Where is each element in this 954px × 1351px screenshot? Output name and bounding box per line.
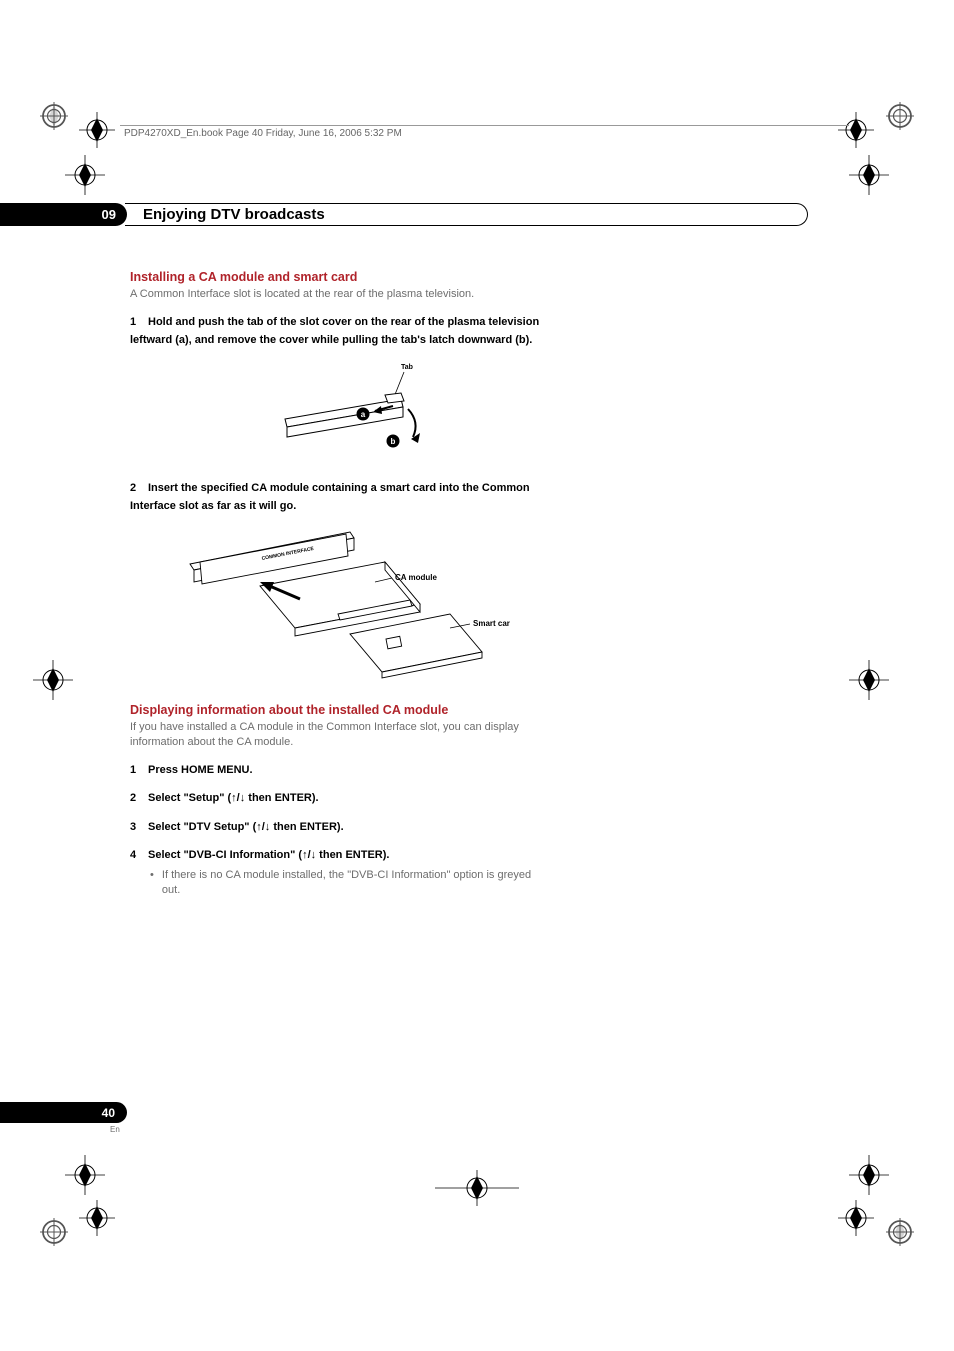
crosshair-icon — [60, 1150, 110, 1200]
registration-mark-icon — [886, 102, 914, 130]
figure-ca-module: COMMON INTERFACE CA module Smart card — [130, 524, 550, 689]
step-text-b: then ENTER). — [245, 792, 318, 804]
step-1: 1Hold and push the tab of the slot cover… — [130, 312, 550, 349]
step-number: 4 — [130, 848, 148, 863]
bullet-icon: • — [150, 868, 162, 898]
chapter-title: Enjoying DTV broadcasts — [143, 206, 325, 223]
step-text-a: Select "DTV Setup" ( — [148, 821, 256, 833]
fig-ca-label: CA module — [395, 573, 437, 582]
step-text-b: then ENTER). — [270, 821, 343, 833]
content-column: Installing a CA module and smart card A … — [130, 270, 550, 897]
section-heading: Displaying information about the install… — [130, 703, 550, 717]
step-s2: 2Select "Setup" (↑/↓ then ENTER). — [130, 788, 550, 806]
step-s1: 1Press HOME MENU. — [130, 760, 550, 778]
section-intro: A Common Interface slot is located at th… — [130, 287, 550, 302]
registration-mark-icon — [40, 102, 68, 130]
page-number-tab: 40 — [0, 1102, 127, 1123]
step-number: 2 — [130, 791, 148, 806]
crosshair-icon — [844, 150, 894, 200]
step-2: 2Insert the specified CA module containi… — [130, 478, 550, 515]
fig-tab-label: Tab — [401, 364, 413, 371]
step-text: Press HOME MENU. — [148, 764, 253, 776]
figure-slot-cover: Tab a b — [130, 359, 550, 464]
crosshair-icon — [844, 655, 894, 705]
step-text: Insert the specified CA module containin… — [130, 482, 530, 512]
chapter-bar: 09 Enjoying DTV broadcasts — [0, 203, 808, 226]
crosshair-icon — [844, 1150, 894, 1200]
header-filename: PDP4270XD_En.book Page 40 Friday, June 1… — [124, 128, 402, 139]
bullet-text: If there is no CA module installed, the … — [162, 868, 550, 898]
crosshair-icon — [60, 150, 110, 200]
registration-mark-icon — [886, 1218, 914, 1246]
crosshair-icon — [75, 108, 120, 153]
section-heading: Installing a CA module and smart card — [130, 270, 550, 284]
step-text: Hold and push the tab of the slot cover … — [130, 316, 539, 346]
section-intro: If you have installed a CA module in the… — [130, 720, 550, 750]
crosshair-icon — [834, 108, 879, 153]
page-number: 40 — [102, 1106, 115, 1120]
step-s3: 3Select "DTV Setup" (↑/↓ then ENTER). — [130, 817, 550, 835]
step-number: 1 — [130, 763, 148, 778]
registration-mark-icon — [40, 1218, 68, 1246]
crosshair-icon — [433, 1168, 521, 1208]
fig-marker-b: b — [391, 437, 396, 446]
updown-arrows-icon: ↑/↓ — [302, 849, 316, 861]
step-number: 2 — [130, 481, 148, 496]
step-number: 1 — [130, 315, 148, 330]
chapter-number: 09 — [102, 207, 116, 222]
chapter-number-tab: 09 — [0, 203, 127, 226]
crosshair-icon — [834, 1196, 879, 1241]
fig-marker-a: a — [361, 410, 366, 419]
step-text-a: Select "Setup" ( — [148, 792, 231, 804]
crosshair-icon — [28, 655, 78, 705]
header-rule — [120, 125, 849, 126]
updown-arrows-icon: ↑/↓ — [231, 792, 245, 804]
page-language: En — [110, 1125, 120, 1134]
chapter-title-frame: Enjoying DTV broadcasts — [125, 203, 808, 226]
step-text-b: then ENTER). — [316, 849, 389, 861]
step-text-a: Select "DVB-CI Information" ( — [148, 849, 302, 861]
updown-arrows-icon: ↑/↓ — [256, 821, 270, 833]
bullet-note: • If there is no CA module installed, th… — [130, 868, 550, 898]
crosshair-icon — [75, 1196, 120, 1241]
fig-smart-label: Smart card — [473, 619, 510, 628]
step-number: 3 — [130, 820, 148, 835]
step-s4: 4Select "DVB-CI Information" (↑/↓ then E… — [130, 845, 550, 863]
